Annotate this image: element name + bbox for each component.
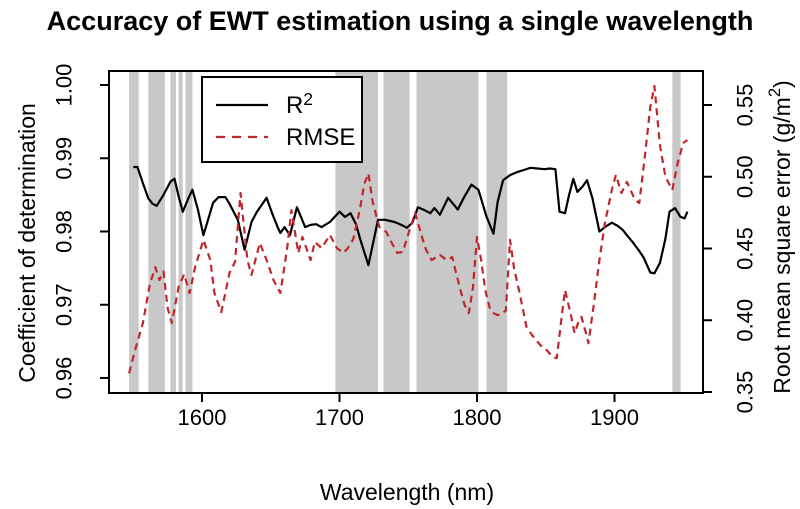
y-left-tick-label: 1.00 [52, 64, 77, 107]
shaded-band [178, 72, 183, 392]
data-series [128, 84, 689, 374]
legend-box [201, 76, 363, 163]
x-tick-label: 1600 [178, 405, 227, 430]
y-axis-right: 0.35 0.40 0.45 0.50 0.55 [703, 84, 758, 414]
y-right-tick-label: 0.45 [733, 227, 758, 270]
y-left-tick-label: 0.98 [52, 210, 77, 253]
y-left-tick-label: 0.97 [52, 283, 77, 326]
rmse-line [128, 84, 689, 374]
x-tick-label: 1800 [453, 405, 502, 430]
x-tick-label: 1700 [315, 405, 364, 430]
y-left-tick-label: 0.99 [52, 137, 77, 180]
y-left-tick-label: 0.96 [52, 357, 77, 400]
shaded-band [129, 72, 139, 392]
shaded-band [170, 72, 176, 392]
shaded-band [672, 72, 681, 392]
legend: R2 RMSE [201, 76, 363, 163]
y-axis-right-title: Root mean square error (g/m2) [765, 80, 796, 393]
y-right-tick-label: 0.55 [733, 84, 758, 127]
shaded-bands [129, 72, 681, 392]
plot-frame [108, 70, 704, 394]
x-axis: 1600 1700 1800 1900 [178, 393, 639, 430]
shaded-band [185, 72, 193, 392]
shaded-band [383, 72, 410, 392]
y-right-tick-label: 0.40 [733, 299, 758, 342]
shaded-band [148, 72, 165, 392]
x-axis-title: Wavelength (nm) [320, 479, 494, 505]
shaded-band [416, 72, 479, 392]
y-right-tick-label: 0.35 [733, 371, 758, 414]
x-tick-label: 1900 [590, 405, 639, 430]
y-axis-left-title: Coefficient of determination [14, 103, 40, 383]
y-right-tick-label: 0.50 [733, 155, 758, 198]
chart-title: Accuracy of EWT estimation using a singl… [47, 6, 754, 36]
shaded-band [486, 72, 508, 392]
legend-label-rmse: RMSE [286, 124, 355, 151]
legend-label-r2: R2 [286, 89, 313, 119]
y-axis-left: 0.96 0.97 0.98 0.99 1.00 [52, 64, 109, 400]
r2-line [133, 165, 689, 275]
